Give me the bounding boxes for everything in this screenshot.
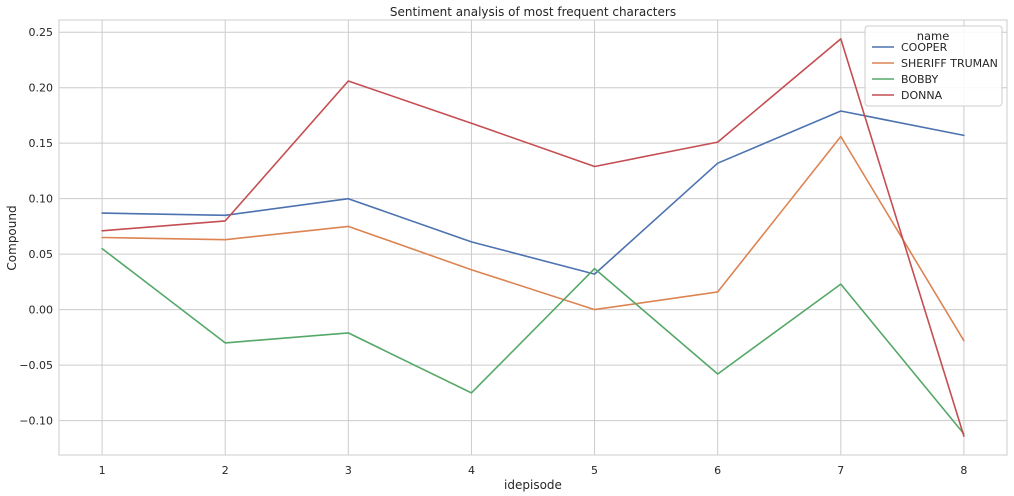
x-tick-label: 3: [345, 464, 352, 477]
y-tick-label: 0.20: [29, 82, 54, 95]
y-tick-label: 0.25: [29, 26, 54, 39]
x-tick-label: 6: [714, 464, 721, 477]
x-tick-labels: 1 2 3 4 5 6 7 8: [99, 464, 968, 477]
y-tick-label: 0.00: [29, 304, 54, 317]
y-tick-label: 0.10: [29, 193, 54, 206]
x-tick-label: 8: [960, 464, 967, 477]
x-tick-label: 1: [99, 464, 106, 477]
legend-entry: SHERIFF TRUMAN: [901, 57, 998, 70]
y-axis-label: Compound: [5, 205, 19, 270]
series-lines: [101, 38, 965, 437]
legend-entry: COOPER: [901, 41, 948, 54]
legend-entry: DONNA: [901, 89, 943, 102]
y-tick-label: 0.05: [29, 248, 54, 261]
series-line-bobby: [101, 247, 965, 435]
y-tick-labels: −0.10 −0.05 0.00 0.05 0.10 0.15 0.20 0.25: [19, 26, 53, 427]
series-line-donna: [101, 38, 965, 437]
y-tick-label: −0.05: [19, 359, 53, 372]
grid: [59, 20, 1007, 455]
plot-area-frame: [58, 19, 1008, 456]
x-tick-label: 4: [468, 464, 475, 477]
x-tick-label: 7: [837, 464, 844, 477]
legend: name COOPER SHERIFF TRUMAN BOBBY DONNA: [864, 25, 1003, 107]
y-tick-label: −0.10: [19, 415, 53, 428]
y-tick-label: 0.15: [29, 137, 54, 150]
x-tick-label: 5: [591, 464, 598, 477]
x-tick-label: 2: [222, 464, 229, 477]
series-line-cooper: [101, 110, 965, 275]
legend-box: [864, 25, 1003, 107]
series-line-sheriff-truman: [101, 135, 965, 342]
chart-title: Sentiment analysis of most frequent char…: [390, 5, 676, 19]
legend-title: name: [917, 29, 950, 43]
x-axis-label: idepisode: [504, 478, 562, 492]
legend-entry: BOBBY: [901, 73, 939, 86]
